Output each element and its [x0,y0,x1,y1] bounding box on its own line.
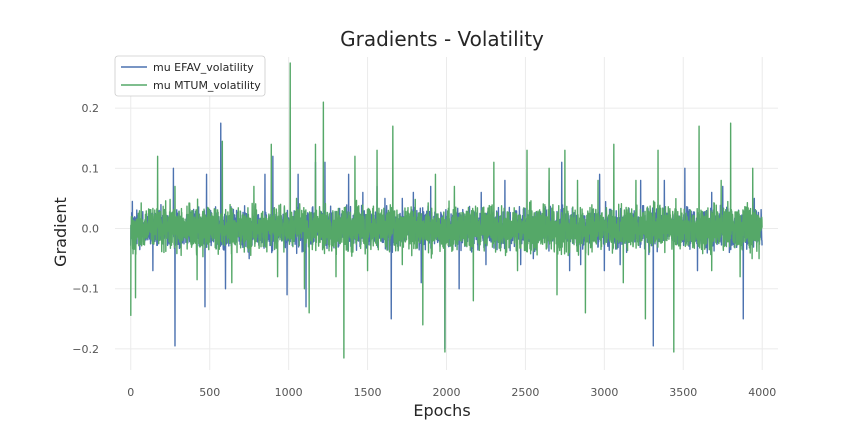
y-axis-label: Gradient [51,197,70,267]
series-layer [130,62,763,359]
y-tick-label: 0.1 [82,162,100,175]
x-tick-label: 2500 [511,386,539,399]
legend-box [114,55,266,97]
x-tick-label: 0 [127,386,134,399]
x-tick-label: 500 [199,386,220,399]
legend-label-efav: mu EFAV_volatility [153,61,254,74]
series-line-mtum [130,62,763,359]
y-tick-label: 0.0 [82,223,100,236]
x-tick-label: 4000 [748,386,776,399]
x-tick-label: 1500 [354,386,382,399]
y-tick-label: −0.1 [72,283,99,296]
y-tick-label: 0.2 [82,102,100,115]
x-tick-label: 3000 [590,386,618,399]
legend: mu EFAV_volatility mu MTUM_volatility [114,55,266,97]
x-tick-label: 2000 [433,386,461,399]
chart-title: Gradients - Volatility [340,27,544,51]
y-tick-label: −0.2 [72,343,99,356]
x-tick-label: 1000 [275,386,303,399]
ticks: 0 500 1000 1500 2000 2500 3000 3500 4000 −0.2 −0.1… [72,102,776,399]
x-tick-label: 3500 [669,386,697,399]
x-axis-label: Epochs [413,401,470,420]
legend-label-mtum: mu MTUM_volatility [153,79,261,92]
